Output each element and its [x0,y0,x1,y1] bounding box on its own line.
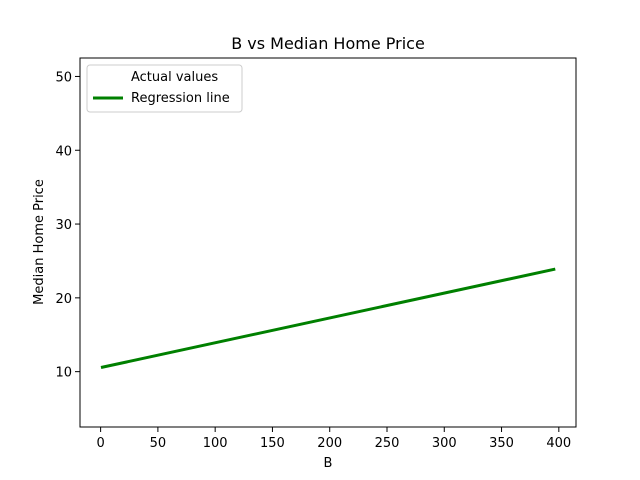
chart-title: B vs Median Home Price [231,34,425,53]
y-axis: 10 20 30 40 50 [55,70,80,381]
legend-label-actual-values: Actual values [131,70,218,85]
y-tick-label: 30 [55,218,72,233]
y-tick-label: 10 [55,366,72,381]
x-tick-label: 150 [260,436,285,451]
legend-label-regression-line: Regression line [131,91,230,106]
legend: Actual values Regression line [86,64,243,113]
x-axis-label: B [324,456,333,471]
series-regression-line [100,267,556,369]
x-tick-label: 250 [375,436,400,451]
legend-marker-actual-values [95,71,123,81]
plot-area [100,267,556,369]
x-tick-label: 300 [432,436,457,451]
y-axis-label: Median Home Price [32,179,47,305]
x-axis: 0 50 100 150 200 250 300 350 400 [96,427,571,451]
x-tick-label: 0 [96,436,104,451]
x-tick-label: 200 [317,436,342,451]
y-tick-label: 40 [55,144,72,159]
y-tick-label: 50 [55,70,72,85]
legend-box [86,64,243,113]
x-tick-label: 100 [203,436,228,451]
axes-frame [79,57,577,428]
x-tick-label: 50 [150,436,167,451]
x-tick-label: 350 [489,436,514,451]
y-tick-label: 20 [55,292,72,307]
x-tick-label: 400 [546,436,571,451]
